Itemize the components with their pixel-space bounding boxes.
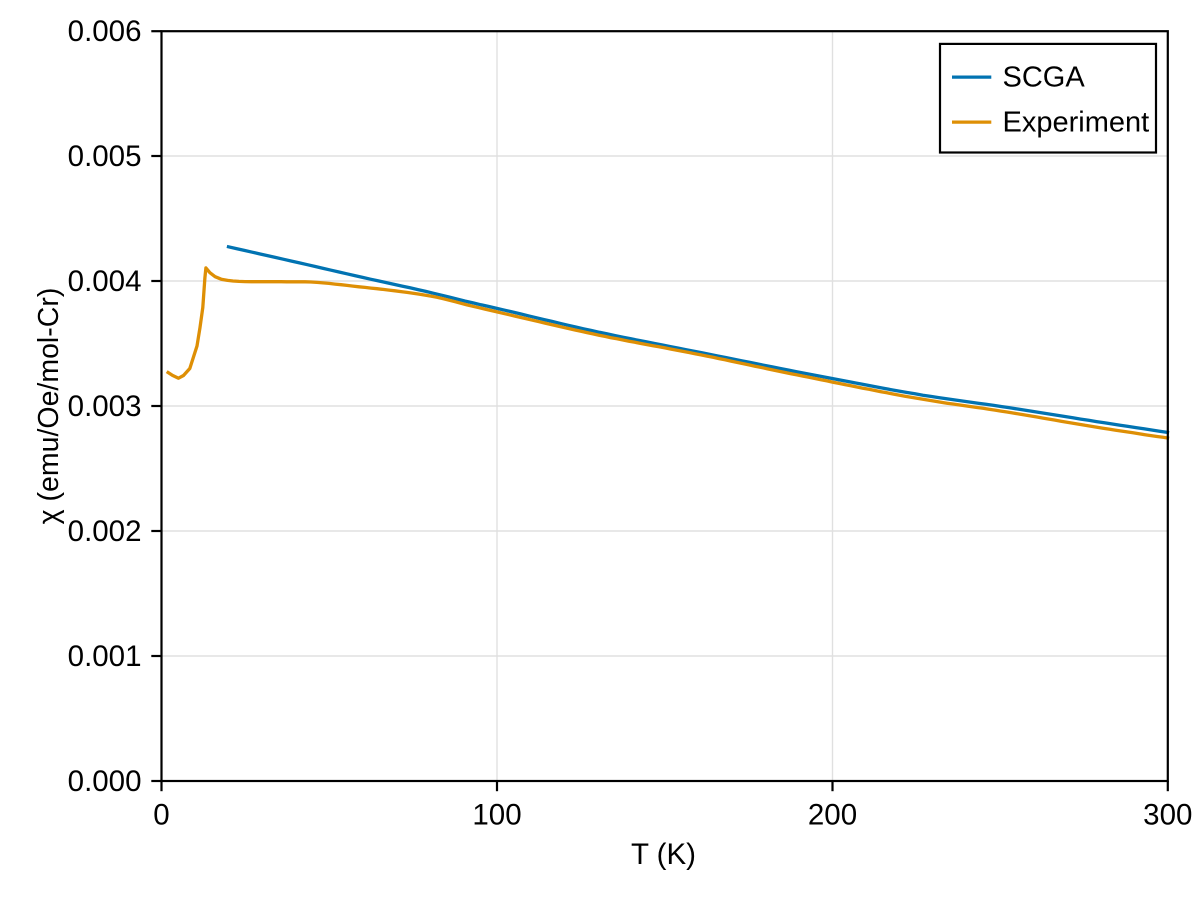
- svg-text:0.002: 0.002: [68, 515, 142, 548]
- svg-text:T (K): T (K): [631, 838, 696, 871]
- svg-text:300: 300: [1143, 798, 1192, 831]
- svg-text:0.004: 0.004: [68, 265, 142, 298]
- svg-text:200: 200: [808, 798, 857, 831]
- svg-text:0.005: 0.005: [68, 140, 142, 173]
- svg-text:0.001: 0.001: [68, 640, 142, 673]
- svg-text:0.006: 0.006: [68, 15, 142, 48]
- svg-text:0.003: 0.003: [68, 390, 142, 423]
- svg-text:Experiment: Experiment: [1003, 106, 1150, 138]
- svg-text:SCGA: SCGA: [1003, 61, 1086, 93]
- svg-text:χ (emu/Oe/mol-Cr): χ (emu/Oe/mol-Cr): [33, 288, 65, 525]
- svg-text:100: 100: [472, 798, 521, 831]
- svg-text:0: 0: [153, 798, 169, 831]
- svg-text:0.000: 0.000: [68, 765, 142, 798]
